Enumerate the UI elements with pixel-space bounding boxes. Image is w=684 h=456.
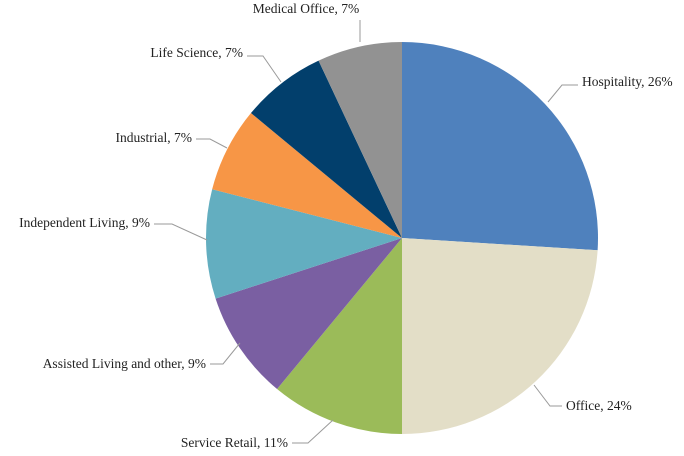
slice-labels: Hospitality, 26% Office, 24% Service Ret… [19,1,672,450]
pie-slice-life-science [250,60,402,239]
pie-slice-hospitality [402,42,598,251]
leader-line-service-retail [292,419,334,444]
pie-slice-industrial [212,113,402,238]
leader-line-assisted-living [210,342,241,365]
leader-line-industrial [196,138,228,149]
leader-line-hospitality [547,84,578,103]
label-leader-lines [154,20,578,444]
slice-label-service-retail: Service Retail, 11% [181,435,288,450]
slice-label-industrial: Industrial, 7% [116,130,193,145]
pie-slice-independent-living [206,189,402,299]
slice-label-assisted-living: Assisted Living and other, 9% [43,356,206,371]
pie-slices [206,42,598,434]
slice-label-life-science: Life Science, 7% [150,45,243,60]
leader-line-life-science [247,55,282,83]
leader-line-office [533,384,562,407]
pie-slice-office [402,238,598,434]
leader-line-independent-living [154,223,208,241]
pie-slice-service-retail [277,238,402,434]
pie-slice-assisted-living [215,238,402,390]
slice-label-hospitality: Hospitality, 26% [582,74,673,89]
slice-label-office: Office, 24% [566,398,632,413]
slice-label-medical-office: Medical Office, 7% [253,1,360,16]
slice-label-independent-living: Independent Living, 9% [19,215,150,230]
pie-slice-medical-office [318,42,402,238]
